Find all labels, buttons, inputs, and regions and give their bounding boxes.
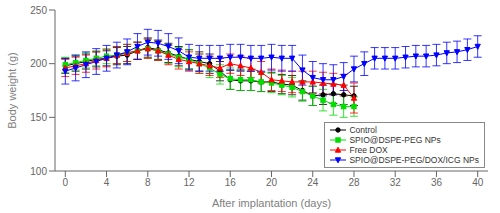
html-text:Control: Control xyxy=(349,125,377,135)
html-text:Free DOX: Free DOX xyxy=(349,145,388,155)
svg-text:16: 16 xyxy=(225,177,237,188)
html-text:SPIO@DSPE-PEG/DOX/ICG NPs: SPIO@DSPE-PEG/DOX/ICG NPs xyxy=(349,155,479,165)
svg-text:0: 0 xyxy=(63,177,69,188)
svg-text:12: 12 xyxy=(183,177,195,188)
svg-text:100: 100 xyxy=(30,166,47,177)
svg-text:Body weight (g): Body weight (g) xyxy=(8,52,18,128)
svg-text:32: 32 xyxy=(390,177,402,188)
svg-text:4: 4 xyxy=(104,177,110,188)
svg-text:28: 28 xyxy=(348,177,360,188)
svg-text:36: 36 xyxy=(431,177,443,188)
svg-text:24: 24 xyxy=(307,177,319,188)
svg-text:After implantation (days): After implantation (days) xyxy=(212,197,331,209)
svg-text:200: 200 xyxy=(30,58,47,69)
svg-text:250: 250 xyxy=(30,5,47,16)
svg-text:150: 150 xyxy=(30,112,47,123)
html-text:SPIO@DSPE-PEG NPs: SPIO@DSPE-PEG NPs xyxy=(349,135,441,145)
svg-text:8: 8 xyxy=(145,177,151,188)
svg-text:40: 40 xyxy=(472,177,484,188)
svg-text:20: 20 xyxy=(266,177,278,188)
